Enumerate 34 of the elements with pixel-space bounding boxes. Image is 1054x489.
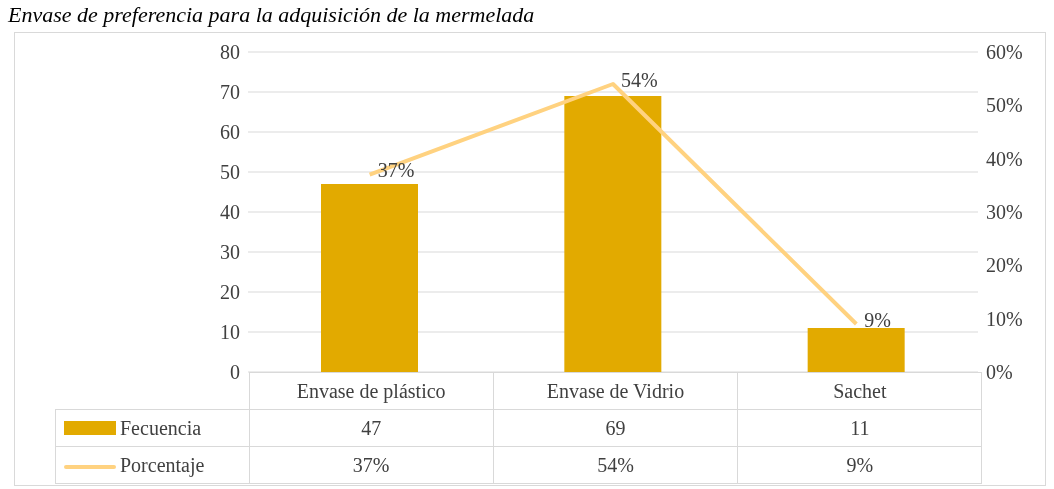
text: 54%	[621, 68, 658, 91]
bar	[321, 184, 418, 372]
y2-tick-label: 20%	[986, 254, 1023, 277]
y2-tick-label: 50%	[986, 94, 1023, 117]
x-tick-label: Envase de plástico	[249, 372, 494, 410]
y-tick-label: 80	[220, 41, 240, 64]
data-label: 9%	[737, 446, 982, 484]
bar	[807, 328, 905, 372]
data-label: 54%	[493, 446, 738, 484]
text: 37%	[377, 159, 415, 182]
y-tick-label: 0	[230, 361, 240, 384]
x-tick-label: Sachet	[737, 372, 982, 410]
y-tick-label: 10	[220, 321, 240, 344]
data-label: 69	[493, 409, 738, 447]
y-tick-label: 70	[220, 81, 240, 104]
data-label: 37%	[249, 446, 494, 484]
y-tick-label: 60	[220, 121, 240, 144]
legend-label: Fecuencia	[55, 409, 249, 447]
y2-tick-label: 30%	[986, 201, 1023, 224]
y-tick-label: 20	[220, 281, 240, 304]
y2-tick-label: 40%	[986, 147, 1023, 170]
y-tick-label: 50	[220, 161, 240, 184]
text: 9%	[864, 308, 892, 331]
x-tick-label: Envase de Vidrio	[493, 372, 738, 410]
y2-tick-label: 60%	[986, 41, 1023, 64]
legend-label: Porcentaje	[55, 446, 249, 484]
data-label: 47	[249, 409, 494, 447]
y-tick-label: 40	[220, 201, 240, 224]
y-tick-label: 30	[220, 241, 240, 264]
y2-tick-label: 10%	[986, 307, 1023, 330]
y2-tick-label: 0%	[986, 361, 1013, 384]
chart-title: Envase de preferencia para la adquisición de la mermelada	[8, 2, 535, 28]
data-label: 11	[737, 409, 982, 447]
bar	[564, 96, 662, 372]
